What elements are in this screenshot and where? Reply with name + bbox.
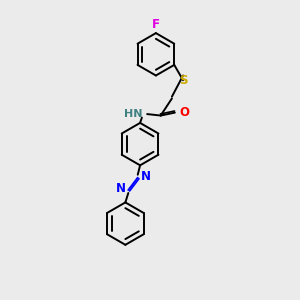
Text: F: F <box>152 18 160 31</box>
Text: HN: HN <box>124 109 142 119</box>
Text: N: N <box>141 170 151 183</box>
Text: O: O <box>179 106 189 119</box>
Text: N: N <box>116 182 126 195</box>
Text: S: S <box>179 74 187 87</box>
